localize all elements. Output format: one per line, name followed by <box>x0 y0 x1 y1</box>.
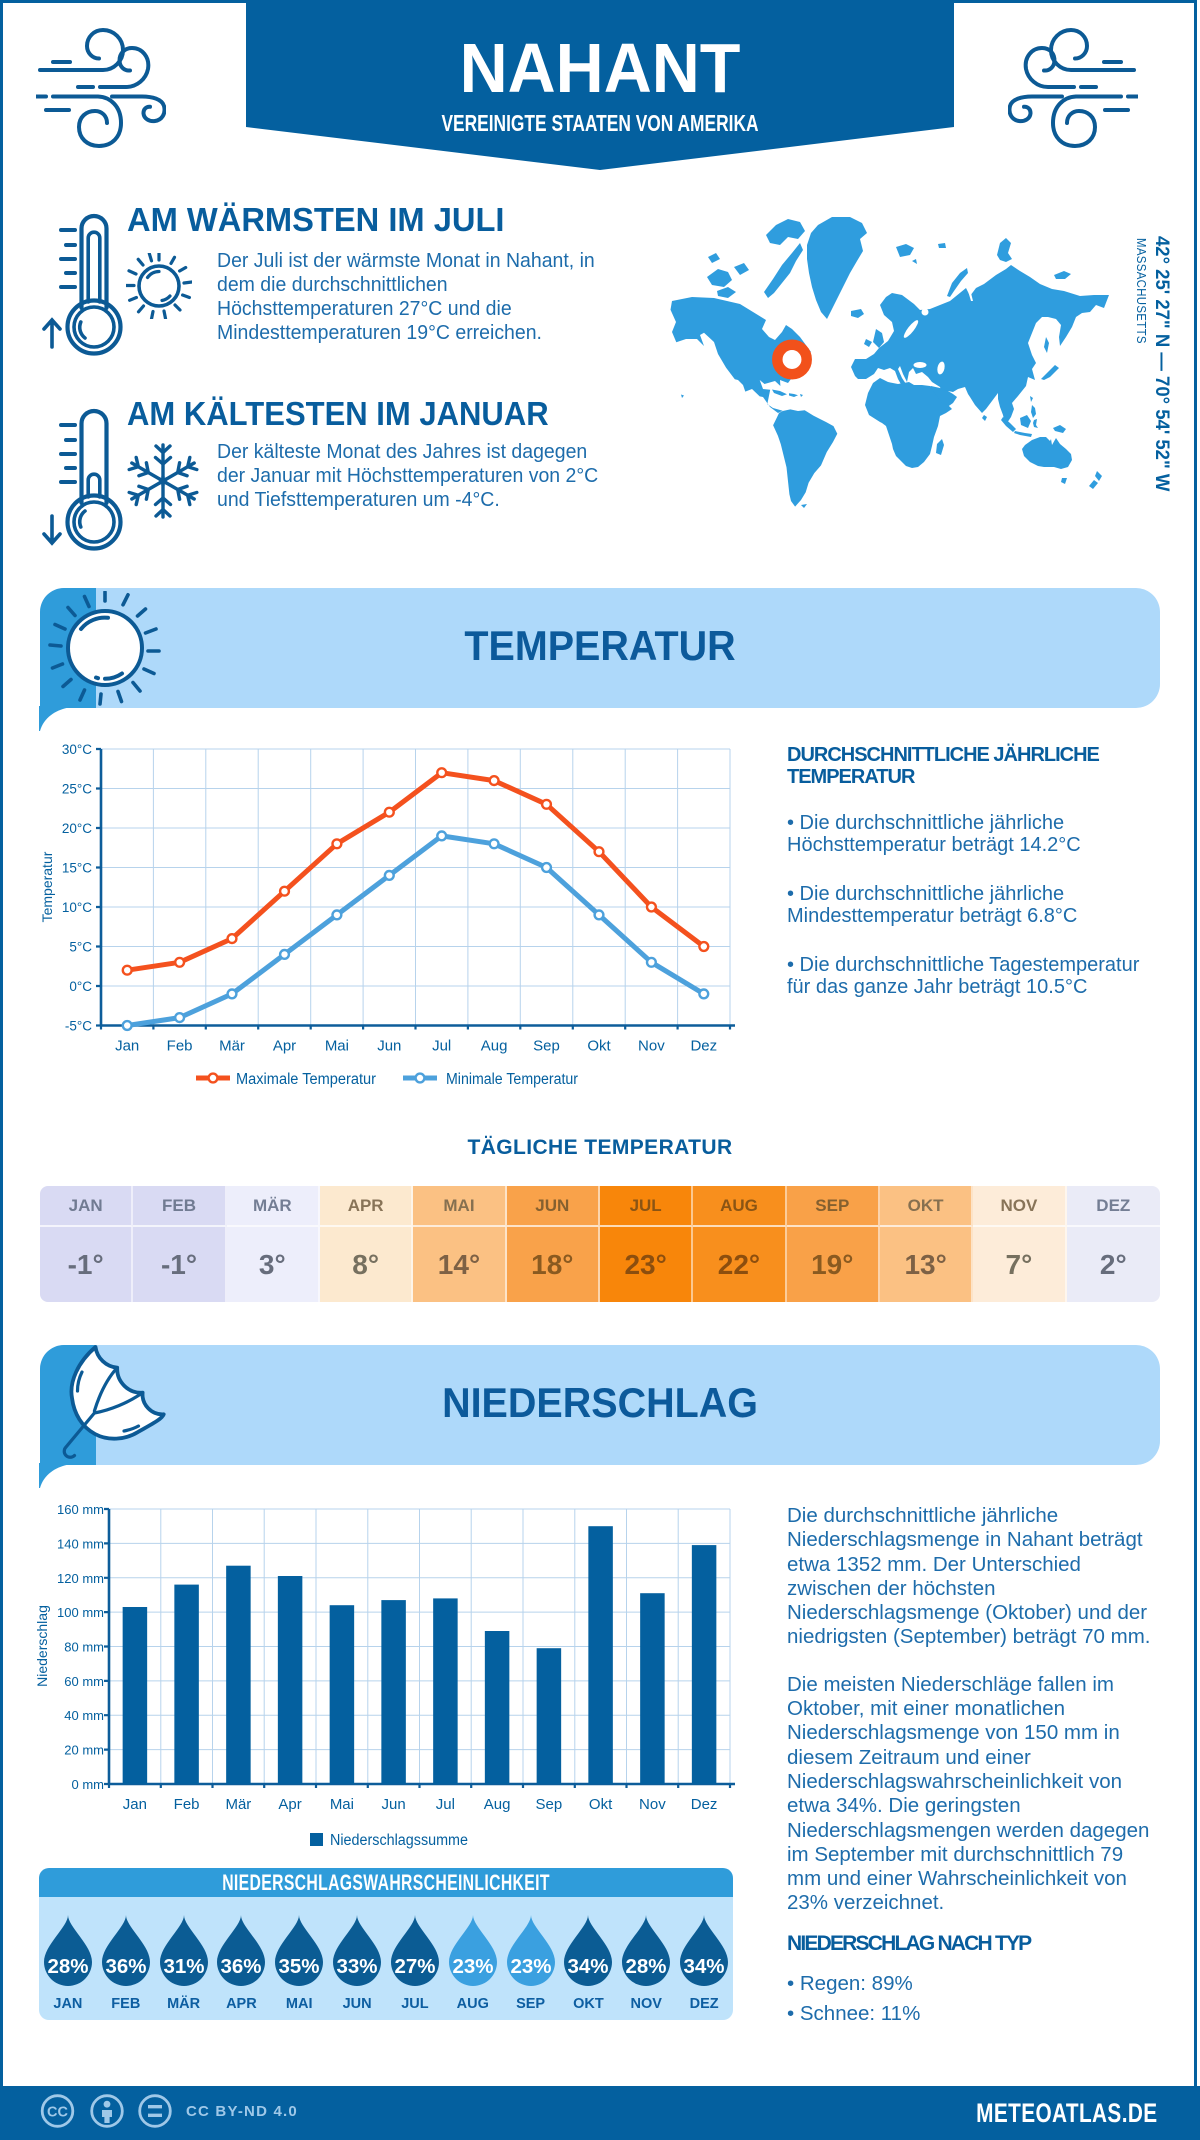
svg-text:Temperatur: Temperatur <box>39 851 55 922</box>
svg-text:Dez: Dez <box>690 1038 717 1055</box>
svg-text:120 mm: 120 mm <box>57 1571 104 1586</box>
svg-text:Mai: Mai <box>325 1038 349 1055</box>
svg-text:40 mm: 40 mm <box>64 1708 104 1723</box>
svg-text:CC: CC <box>47 2105 68 2121</box>
svg-text:35%: 35% <box>279 1955 320 1978</box>
svg-text:0 mm: 0 mm <box>72 1777 105 1792</box>
svg-text:Jun: Jun <box>377 1038 401 1055</box>
svg-text:0°C: 0°C <box>69 979 92 994</box>
svg-text:Jan: Jan <box>115 1038 139 1055</box>
svg-text:Nov: Nov <box>639 1796 666 1813</box>
svg-text:36%: 36% <box>105 1955 146 1978</box>
svg-text:Dez: Dez <box>691 1796 718 1813</box>
svg-text:Maximale Temperatur: Maximale Temperatur <box>236 1071 376 1088</box>
svg-text:60 mm: 60 mm <box>64 1674 104 1689</box>
svg-text:Jun: Jun <box>382 1796 406 1813</box>
svg-text:80 mm: 80 mm <box>64 1640 104 1655</box>
svg-text:34%: 34% <box>684 1955 725 1978</box>
svg-text:31%: 31% <box>163 1955 204 1978</box>
svg-text:Apr: Apr <box>278 1796 301 1813</box>
svg-text:27%: 27% <box>394 1955 435 1978</box>
svg-text:Niederschlagssumme: Niederschlagssumme <box>330 1832 468 1849</box>
svg-text:5°C: 5°C <box>69 940 92 955</box>
svg-text:Mär: Mär <box>219 1038 245 1055</box>
svg-text:Apr: Apr <box>273 1038 296 1055</box>
svg-text:Jul: Jul <box>436 1796 455 1813</box>
svg-text:Feb: Feb <box>167 1038 193 1055</box>
svg-text:Jan: Jan <box>123 1796 147 1813</box>
svg-text:Aug: Aug <box>484 1796 511 1813</box>
svg-text:23%: 23% <box>510 1955 551 1978</box>
svg-text:Sep: Sep <box>533 1038 560 1055</box>
svg-text:28%: 28% <box>626 1955 667 1978</box>
svg-text:30°C: 30°C <box>62 742 92 757</box>
svg-text:160 mm: 160 mm <box>57 1502 104 1517</box>
svg-text:10°C: 10°C <box>62 900 92 915</box>
svg-text:36%: 36% <box>221 1955 262 1978</box>
svg-text:Minimale Temperatur: Minimale Temperatur <box>446 1071 578 1088</box>
svg-text:Okt: Okt <box>589 1796 613 1813</box>
svg-text:Mai: Mai <box>330 1796 354 1813</box>
svg-text:20 mm: 20 mm <box>64 1743 104 1758</box>
svg-text:100 mm: 100 mm <box>57 1605 104 1620</box>
svg-text:-5°C: -5°C <box>65 1019 92 1034</box>
svg-text:34%: 34% <box>568 1955 609 1978</box>
svg-text:Okt: Okt <box>587 1038 611 1055</box>
svg-text:25°C: 25°C <box>62 782 92 797</box>
svg-text:Feb: Feb <box>174 1796 200 1813</box>
svg-text:15°C: 15°C <box>62 861 92 876</box>
svg-text:23%: 23% <box>452 1955 493 1978</box>
svg-text:28%: 28% <box>47 1955 88 1978</box>
svg-text:20°C: 20°C <box>62 821 92 836</box>
svg-text:Nov: Nov <box>638 1038 665 1055</box>
svg-text:Aug: Aug <box>481 1038 508 1055</box>
svg-text:140 mm: 140 mm <box>57 1536 104 1551</box>
svg-text:33%: 33% <box>337 1955 378 1978</box>
svg-text:Jul: Jul <box>432 1038 451 1055</box>
svg-text:Niederschlag: Niederschlag <box>34 1605 50 1687</box>
svg-text:Mär: Mär <box>225 1796 251 1813</box>
svg-text:Sep: Sep <box>536 1796 563 1813</box>
